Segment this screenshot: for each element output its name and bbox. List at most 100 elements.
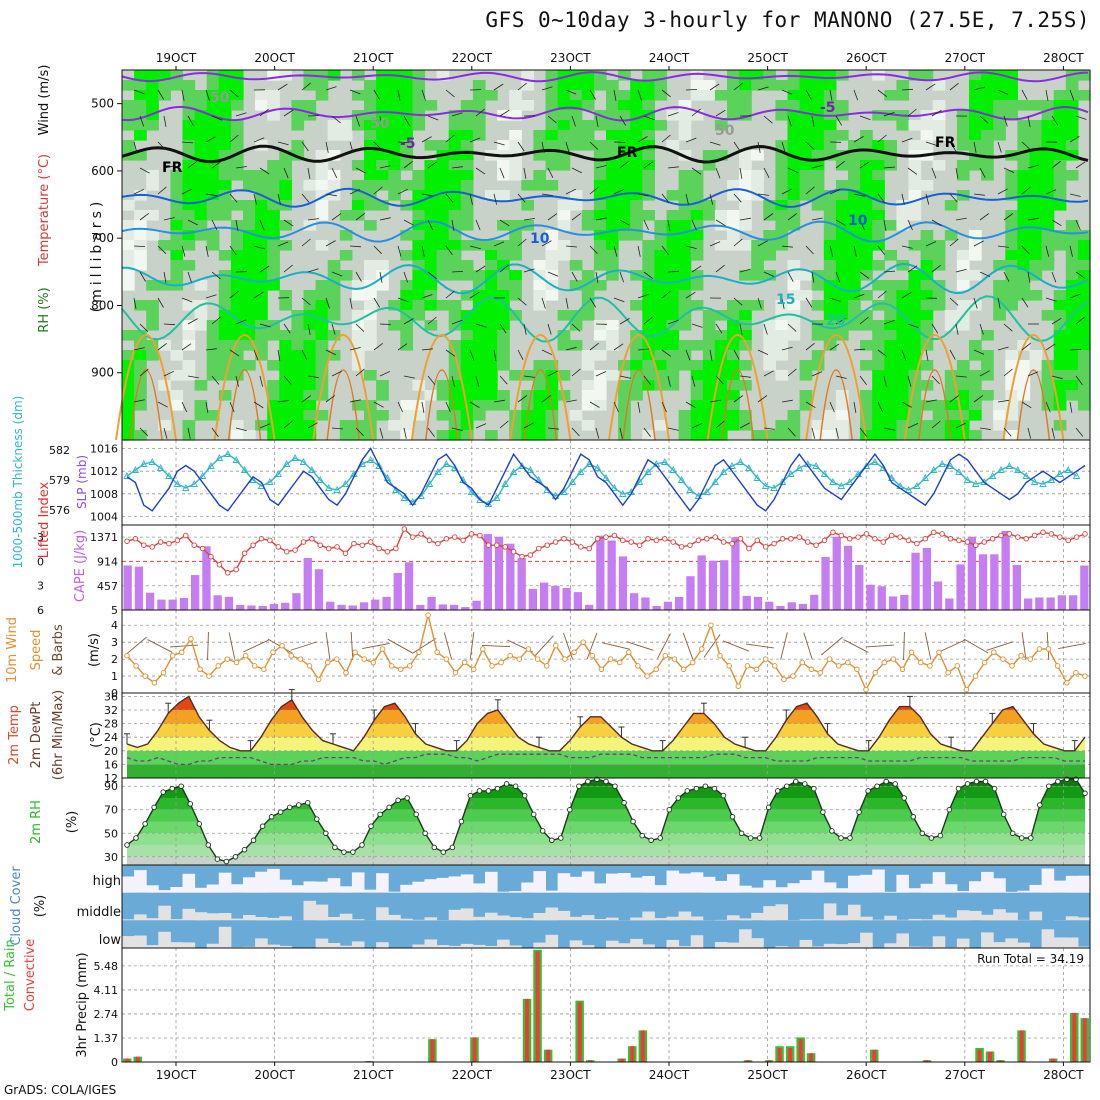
wind-speed-line-point — [343, 669, 349, 676]
rh-cell — [267, 250, 280, 261]
rh-line-point — [205, 842, 212, 848]
rh-cell — [872, 380, 885, 391]
rh-cell — [206, 170, 220, 181]
rh-cell — [448, 240, 462, 251]
contour-label: 50 — [715, 123, 735, 139]
rh-cell — [848, 300, 861, 311]
rh-cell — [122, 420, 135, 431]
rh-cell — [908, 210, 922, 221]
rh-line-point — [811, 785, 817, 792]
rh-cell — [267, 170, 280, 181]
rh-cell — [969, 100, 982, 111]
rh-cell — [1005, 250, 1018, 261]
rh-cell — [1029, 220, 1043, 231]
rh-cell — [823, 310, 837, 321]
rh-cell — [376, 390, 389, 401]
rh-cell — [690, 200, 704, 211]
rh-cell — [593, 150, 607, 161]
rh-cell — [509, 230, 522, 241]
rh-cell — [642, 320, 655, 331]
rh-cell — [569, 110, 583, 121]
wind-barb — [1046, 631, 1050, 661]
temp-band — [127, 737, 1085, 751]
wind-barb — [355, 271, 362, 282]
wind-barb — [1021, 297, 1029, 308]
wind-barb — [763, 370, 774, 377]
cloud-cell — [690, 935, 704, 948]
cloud-cell — [956, 891, 970, 893]
wind-barb — [877, 290, 887, 299]
rh-cell — [848, 150, 861, 161]
rh-cell — [969, 120, 982, 131]
li-tick-label: 0 — [37, 555, 44, 568]
rh-cell — [678, 110, 692, 121]
rh-cell — [1053, 130, 1067, 141]
lifted-index-line-point — [821, 537, 828, 544]
rh-cell — [388, 420, 401, 431]
rh-cell — [823, 70, 837, 81]
wind-speed-line-point — [954, 663, 961, 669]
wind-barb — [349, 347, 361, 351]
rh-cell — [981, 80, 994, 91]
rh-cell — [376, 130, 389, 141]
rh-cell — [376, 90, 389, 101]
rh-cell — [243, 230, 256, 241]
rh-cell — [799, 290, 813, 301]
rh-cell — [872, 320, 885, 331]
rh-cell — [279, 360, 292, 371]
rh-cell — [981, 350, 994, 361]
rh-cell — [230, 260, 244, 271]
rh-cell — [981, 170, 994, 181]
lifted-index-line-point — [594, 536, 601, 542]
rh-cell — [787, 290, 801, 301]
rh-cell — [981, 120, 994, 131]
wind-barb — [661, 349, 672, 357]
wind-speed-line-point — [215, 663, 221, 669]
wind-barb — [1021, 186, 1031, 195]
rh-cell — [122, 230, 135, 241]
lifted-index-line-point — [157, 539, 164, 545]
rh-cell — [1077, 300, 1091, 311]
rh-cell — [170, 170, 184, 181]
rh-cell — [1053, 360, 1067, 371]
rh-cell — [1065, 380, 1079, 391]
rh-cell — [569, 190, 583, 201]
rh-cell — [630, 100, 643, 111]
rh-cell — [412, 210, 426, 221]
wind-speed-line-point — [434, 649, 440, 656]
cape-bar — [832, 536, 841, 610]
rh-cell — [182, 180, 196, 191]
rh-cell — [279, 220, 292, 231]
cloud-cell — [424, 879, 438, 893]
rh-cell — [448, 170, 462, 181]
wind-barb — [181, 297, 193, 303]
rh-cell — [981, 360, 994, 371]
wind-speed-line-point — [899, 666, 906, 673]
rh-cell — [981, 160, 994, 171]
rh-cell — [230, 240, 244, 251]
rh-cell — [908, 290, 922, 301]
x-tick-label-top: 27OCT — [945, 51, 986, 65]
cloud-cell — [884, 943, 897, 948]
rh-cell — [1017, 230, 1031, 241]
rh-cell — [1053, 140, 1067, 151]
rh-cell — [702, 410, 716, 421]
rh-cell — [775, 370, 789, 381]
thickness-line-point — [887, 474, 896, 481]
cloud-cell — [702, 876, 716, 893]
x-tick-label: 27OCT — [945, 1068, 986, 1082]
rh-cell — [194, 190, 208, 201]
wind-barb — [445, 134, 455, 143]
wind-barb — [181, 245, 186, 257]
cloud-cell — [545, 890, 559, 893]
rh-cell — [739, 220, 752, 231]
rh-cell — [618, 190, 631, 201]
rh-cell — [799, 130, 813, 141]
wind-barb — [443, 632, 453, 660]
rh-cell — [327, 290, 341, 301]
cloud-cell — [182, 873, 196, 893]
x-tick-label: 19OCT — [156, 1068, 197, 1082]
wind-speed-line — [126, 614, 1086, 692]
wind-barb — [1069, 401, 1073, 413]
rh-cell — [666, 300, 680, 311]
